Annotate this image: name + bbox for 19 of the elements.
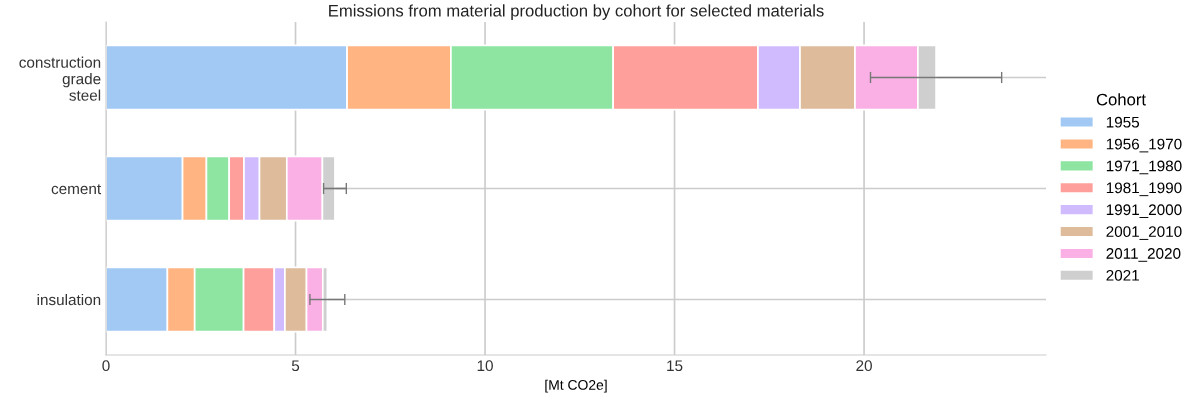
x-tick-label: 20 (856, 360, 872, 372)
legend-label: 1971_1980 (1106, 160, 1182, 175)
legend-label: 1981_1990 (1106, 182, 1182, 197)
x-tick-label: 5 (291, 360, 300, 372)
legend-title: Cohort (1096, 93, 1146, 106)
x-tick-label: 10 (477, 360, 493, 372)
y-tick-label: insulation (37, 293, 101, 306)
legend-label: 1956_1970 (1106, 138, 1182, 153)
legend-label: 2001_2010 (1106, 226, 1182, 240)
y-tick-label: construction grade steel (19, 56, 101, 101)
legend-label: 2021 (1106, 269, 1139, 281)
legend-label: 1991_2000 (1106, 204, 1182, 219)
legend-label: 1955 (1106, 116, 1140, 128)
y-tick-label: cement (51, 184, 102, 195)
legend-label: 2011_2020 (1106, 248, 1181, 262)
x-tick-label: 15 (667, 360, 683, 372)
x-tick-label: 0 (102, 360, 110, 372)
chart-title: Emissions from material production by cohort for selected materials (329, 4, 824, 20)
x-axis-title: [Mt CO2e] (545, 379, 607, 393)
